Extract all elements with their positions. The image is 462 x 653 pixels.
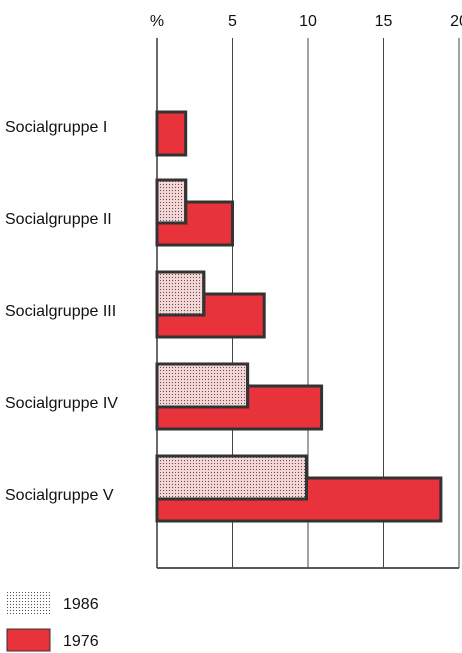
legend-label: 1976 (63, 633, 99, 650)
bar-pattern (155, 270, 206, 317)
legend-label: 1986 (63, 596, 99, 613)
y-tick-label: Socialgruppe I (5, 119, 107, 136)
x-tick-label: % (150, 13, 164, 30)
legend-swatch (6, 628, 51, 652)
y-tick-label: Socialgruppe II (5, 211, 112, 228)
x-tick-label: 10 (299, 13, 317, 30)
x-tick-label: 15 (375, 13, 393, 30)
bar (155, 110, 188, 157)
y-tick-label: Socialgruppe III (5, 303, 116, 320)
bar-pattern (155, 362, 250, 409)
x-tick-label: 5 (228, 13, 237, 30)
y-tick-label: Socialgruppe V (5, 487, 114, 504)
legend-swatch-pattern (7, 592, 50, 614)
bar-pattern (155, 178, 188, 225)
x-tick-label: 20 (450, 13, 462, 30)
bar-pattern (155, 454, 308, 501)
y-tick-label: Socialgruppe IV (5, 395, 118, 412)
